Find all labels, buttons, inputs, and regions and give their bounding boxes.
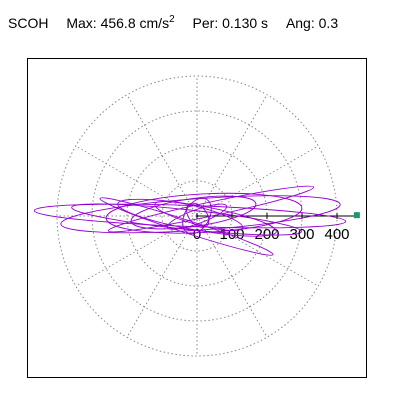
polar-orbit-chart: 0 100 200 300 400: [27, 58, 367, 378]
max-marker: [353, 212, 360, 219]
plot-frame: [27, 58, 367, 378]
ang-label: Ang:: [285, 15, 315, 31]
max-unit-exponent: 2: [169, 14, 175, 25]
radial-tick-label-400: 400: [324, 226, 349, 243]
grid-spoke-60: [196, 94, 268, 217]
grid-spoke-240: [126, 215, 198, 338]
orbit-loop-7: [166, 203, 228, 230]
orbit-loop-4: [117, 198, 277, 237]
radial-tick-label-300: 300: [289, 226, 314, 243]
grid-spoke-330: [196, 215, 319, 287]
grid-spoke-120: [126, 94, 198, 217]
chart-header: SCOH Max: 456.8 cm/s2 Per: 0.130 s Ang: …: [8, 10, 352, 38]
polar-plot-area: 0 100 200 300 400: [27, 58, 367, 378]
grid-spoke-210: [75, 215, 198, 287]
grid-spoke-300: [196, 215, 268, 338]
max-label: Max:: [66, 15, 97, 31]
per-label: Per:: [192, 15, 219, 31]
orbit-trace: [33, 185, 347, 256]
max-marker-group: [353, 212, 360, 219]
period-readout: Per: 0.130 s: [193, 13, 269, 33]
grid-spoke-150: [75, 145, 198, 217]
per-value: 0.130 s: [222, 15, 269, 31]
ang-value: 0.3: [318, 15, 339, 31]
max-readout: Max: 456.8 cm/s2: [66, 10, 174, 33]
max-value: 456.8: [100, 15, 136, 31]
orbit-loop-2: [71, 203, 302, 236]
radial-tick-label-0: 0: [193, 226, 201, 243]
station-code: SCOH: [8, 15, 49, 31]
orbit-loop-11: [99, 197, 274, 256]
grid-spoke-30: [196, 145, 319, 217]
max-unit: cm/s: [139, 15, 170, 31]
angle-readout: Ang: 0.3: [286, 13, 338, 33]
orbit-loop-10: [107, 185, 315, 233]
orbit-loop-3: [105, 192, 303, 234]
